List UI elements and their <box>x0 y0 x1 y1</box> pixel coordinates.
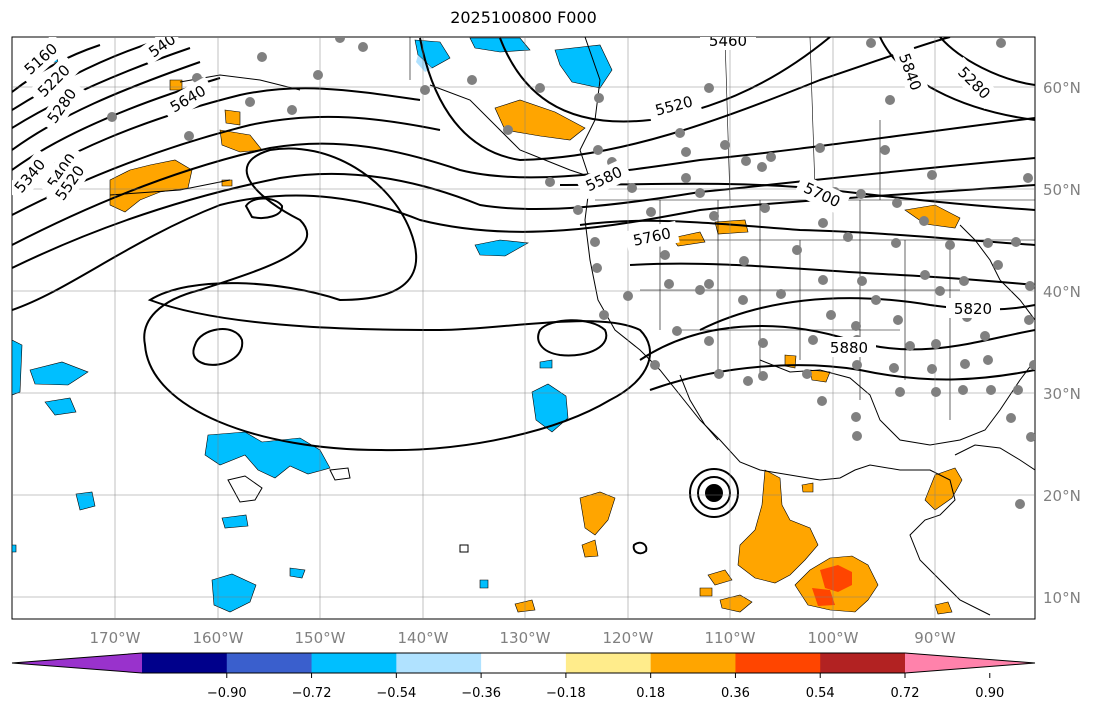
lon-tick-label: 170°W <box>90 629 141 647</box>
colorbar-tick-label: −0.90 <box>207 686 247 701</box>
contour-label: 5460 <box>709 32 747 50</box>
station-dots <box>107 37 1035 509</box>
colorbar-segment <box>311 653 397 673</box>
lat-tick-label: 50°N <box>1043 181 1081 199</box>
gridlines <box>12 37 1035 619</box>
latitude-labels: 10°N 20°N 30°N 40°N 50°N 60°N <box>1043 79 1081 607</box>
colorbar-segment <box>142 653 228 673</box>
contour-label: 5880 <box>830 339 868 357</box>
colorbar-segment <box>735 653 821 673</box>
lon-tick-label: 110°W <box>705 629 756 647</box>
colorbar-extend-low <box>12 653 142 673</box>
colorbar-segment <box>226 653 313 673</box>
colorbar-extend-high <box>905 653 1035 673</box>
lat-tick-label: 40°N <box>1043 283 1081 301</box>
longitude-labels: 170°W 160°W 150°W 140°W 130°W 120°W 110°… <box>90 629 956 647</box>
colorbar-segment <box>820 653 906 673</box>
lat-tick-label: 60°N <box>1043 79 1081 97</box>
negative-shading <box>12 37 613 613</box>
lon-tick-label: 160°W <box>193 629 244 647</box>
strong-positive-shading <box>812 565 852 606</box>
colorbar-tick-label: 0.36 <box>721 686 750 701</box>
lon-tick-label: 130°W <box>500 629 551 647</box>
map-title: 2025100800 F000 <box>450 8 597 27</box>
colorbar-tick-label: −0.18 <box>546 686 586 701</box>
cyclone-center <box>705 484 723 502</box>
state-borders <box>409 37 1035 420</box>
colorbar-segment <box>650 653 736 673</box>
colorbar-tick-label: 0.18 <box>636 686 665 701</box>
islands <box>227 467 469 553</box>
lon-tick-label: 140°W <box>398 629 449 647</box>
lon-tick-label: 150°W <box>295 629 346 647</box>
colorbar-tick-label: −0.72 <box>292 686 332 701</box>
colorbar-tick-label: −0.36 <box>461 686 501 701</box>
colorbar-tick-label: −0.54 <box>376 686 416 701</box>
colorbar-segment <box>565 653 652 673</box>
colorbar-tick-label: 0.54 <box>806 686 835 701</box>
lon-tick-label: 120°W <box>603 629 654 647</box>
lat-tick-label: 30°N <box>1043 385 1081 403</box>
lat-tick-label: 10°N <box>1043 589 1081 607</box>
colorbar-segment <box>481 653 567 673</box>
colorbar: −0.90 −0.72 −0.54 −0.36 −0.18 0.18 0.36 0.54 0.7… <box>11 652 1036 701</box>
lat-tick-label: 20°N <box>1043 487 1081 505</box>
coastlines <box>109 37 1035 616</box>
map-frame <box>11 36 1036 620</box>
colorbar-tick-label: 0.72 <box>891 686 920 701</box>
contour-label: 5820 <box>954 300 992 318</box>
lon-tick-label: 90°W <box>914 629 956 647</box>
lon-tick-label: 100°W <box>808 629 859 647</box>
colorbar-outline <box>11 652 1036 674</box>
colorbar-segment <box>396 653 482 673</box>
colorbar-tick-label: 0.90 <box>975 686 1004 701</box>
